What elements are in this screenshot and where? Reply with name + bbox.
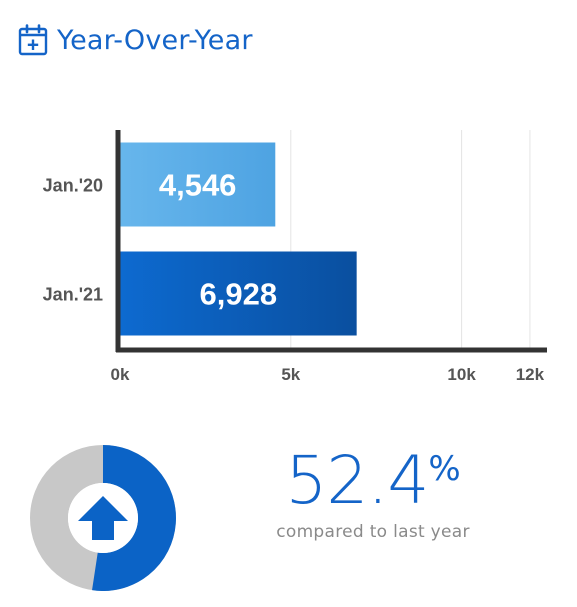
percent-change: 52.4% bbox=[268, 448, 478, 514]
arrow-up-icon bbox=[78, 496, 128, 540]
progress-donut bbox=[30, 445, 176, 591]
change-summary: 52.4% compared to last year bbox=[268, 448, 478, 543]
bar-value-label: 4,546 bbox=[159, 168, 237, 203]
x-tick-label: 5k bbox=[281, 365, 300, 384]
page-title: Year-Over-Year bbox=[57, 24, 253, 56]
donut-progress-arc bbox=[92, 445, 176, 591]
bar bbox=[120, 251, 357, 336]
x-tick-label: 10k bbox=[447, 365, 476, 384]
bar-chart: 4,546 6,928 0k 5k 10k 12k Jan.'20 Jan.'21 bbox=[43, 130, 547, 384]
percent-symbol: % bbox=[428, 449, 461, 489]
category-label: Jan.'20 bbox=[43, 176, 103, 196]
bar-value-label: 6,928 bbox=[200, 277, 278, 312]
header: Year-Over-Year bbox=[18, 24, 253, 56]
comparison-caption: compared to last year bbox=[276, 522, 470, 542]
bar bbox=[120, 142, 276, 227]
category-label: Jan.'21 bbox=[43, 285, 103, 305]
calendar-plus-icon bbox=[18, 24, 48, 56]
x-tick-label: 12k bbox=[516, 365, 545, 384]
x-tick-label: 0k bbox=[111, 365, 130, 384]
percent-value: 52.4 bbox=[285, 442, 429, 519]
